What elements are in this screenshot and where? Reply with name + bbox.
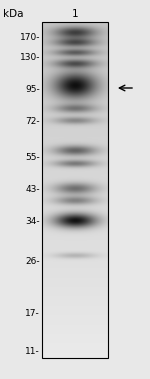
Text: 43-: 43- (25, 185, 40, 194)
Text: kDa: kDa (3, 9, 24, 19)
Text: 1: 1 (72, 9, 78, 19)
Text: 34-: 34- (25, 218, 40, 227)
Text: 11-: 11- (25, 348, 40, 357)
Bar (42, 22, 108, 358)
Text: 17-: 17- (25, 310, 40, 318)
Text: 72-: 72- (25, 117, 40, 127)
Text: 95-: 95- (25, 86, 40, 94)
Text: 55-: 55- (25, 152, 40, 161)
Text: 170-: 170- (20, 33, 40, 42)
Text: 130-: 130- (20, 53, 40, 61)
Text: 26-: 26- (25, 257, 40, 266)
